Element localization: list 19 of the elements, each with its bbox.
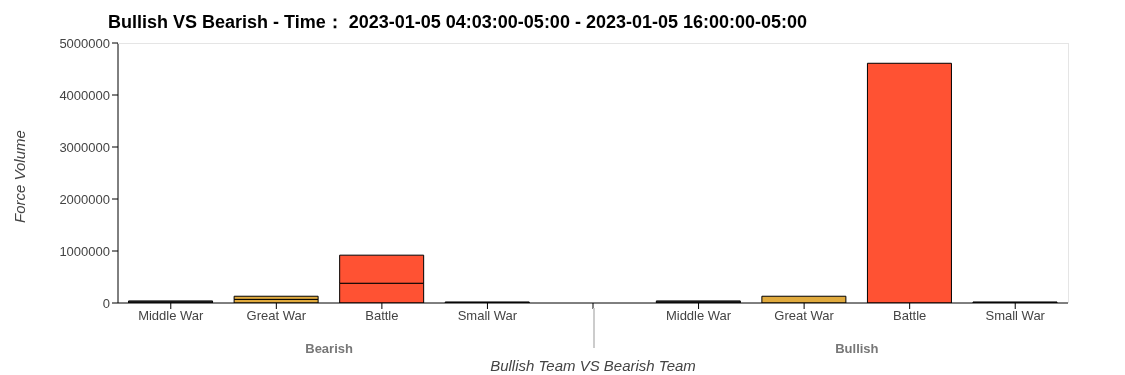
x-tick-label: Small War xyxy=(985,308,1046,324)
y-tick-label: 5000000 xyxy=(59,35,110,51)
x-tick-label: Great War xyxy=(246,308,307,324)
y-axis-title: Force Volume xyxy=(11,130,29,223)
text: Bullish xyxy=(834,341,880,356)
x-tick-label: Small War xyxy=(457,308,518,324)
x-tick-label: Battle xyxy=(893,308,927,324)
y-tick-label: 4000000 xyxy=(59,87,110,103)
y-tick-label: 0 xyxy=(102,295,110,311)
y-tick-label: 1000000 xyxy=(59,243,110,259)
x-tick-label: Great War xyxy=(774,308,835,324)
x-axis-title: Bullish Team VS Bearish Team xyxy=(490,357,696,374)
text: Bearish xyxy=(304,341,354,356)
x-tick-label: Middle War xyxy=(138,308,205,324)
x-tick-label: Middle War xyxy=(665,308,732,324)
y-tick-label: 3000000 xyxy=(59,139,110,155)
y-tick-label: 2000000 xyxy=(59,191,110,207)
x-tick-label: Battle xyxy=(365,308,399,324)
chart-title: Bullish VS Bearish - Time： 2023-01-05 04:03:00-05:00 - 2023-01-05 16:00:00-05:00 xyxy=(108,11,808,34)
